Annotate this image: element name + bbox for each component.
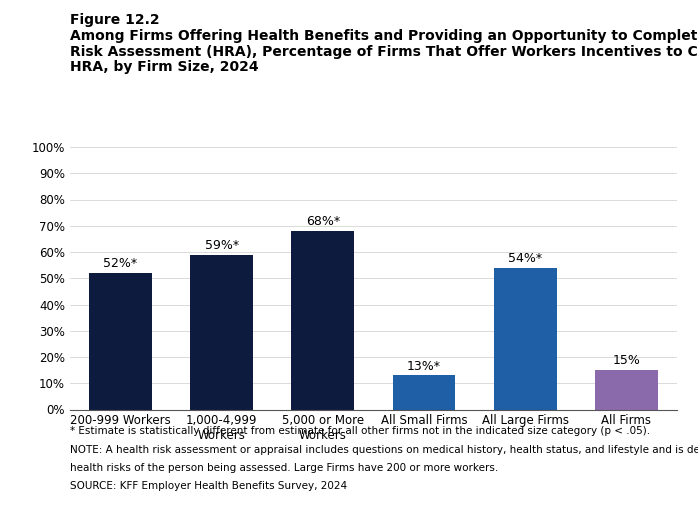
Bar [393, 375, 455, 410]
Text: 52%*: 52%* [103, 257, 138, 270]
Text: 13%*: 13%* [407, 360, 441, 373]
Bar [595, 370, 658, 410]
Text: Figure 12.2: Figure 12.2 [70, 13, 159, 27]
Text: 59%*: 59%* [205, 239, 239, 252]
Text: 68%*: 68%* [306, 215, 340, 228]
Text: 54%*: 54%* [508, 252, 542, 265]
Bar [292, 231, 354, 410]
Text: 15%: 15% [613, 354, 640, 367]
Text: Among Firms Offering Health Benefits and Providing an Opportunity to Complete a : Among Firms Offering Health Benefits and… [70, 29, 698, 43]
Bar [89, 273, 151, 410]
Text: health risks of the person being assessed. Large Firms have 200 or more workers.: health risks of the person being assesse… [70, 463, 498, 473]
Text: SOURCE: KFF Employer Health Benefits Survey, 2024: SOURCE: KFF Employer Health Benefits Sur… [70, 481, 347, 491]
Text: * Estimate is statistically different from estimate for all other firms not in t: * Estimate is statistically different fr… [70, 426, 650, 436]
Text: Risk Assessment (HRA), Percentage of Firms That Offer Workers Incentives to Comp: Risk Assessment (HRA), Percentage of Fir… [70, 45, 698, 59]
Bar [191, 255, 253, 410]
Bar [494, 268, 556, 410]
Text: HRA, by Firm Size, 2024: HRA, by Firm Size, 2024 [70, 60, 258, 75]
Text: NOTE: A health risk assessment or appraisal includes questions on medical histor: NOTE: A health risk assessment or apprai… [70, 445, 698, 455]
